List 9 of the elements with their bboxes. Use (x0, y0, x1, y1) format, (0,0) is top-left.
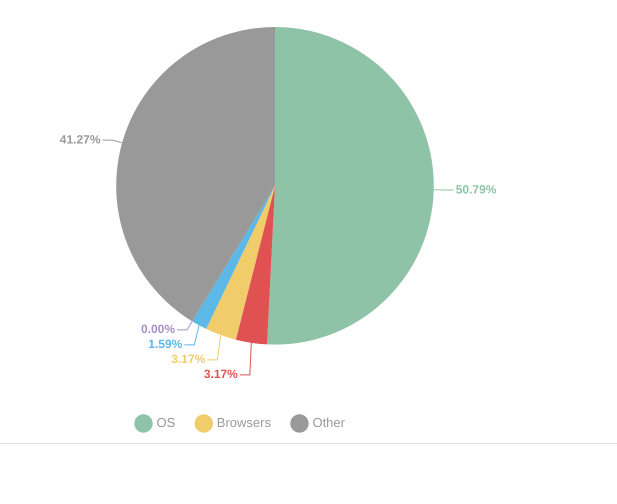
legend-label: Browsers (216, 415, 272, 430)
text: 0.00% (140, 322, 176, 336)
legend-label: Other (312, 415, 346, 430)
data-label: 3.17% (171, 352, 206, 366)
data-label: 3.17% (204, 367, 238, 382)
data-label: 1.59% (148, 337, 183, 352)
data-label: 50.79% (456, 182, 497, 196)
data-label: 41.27% (60, 132, 101, 146)
legend-label: OS (156, 415, 176, 430)
